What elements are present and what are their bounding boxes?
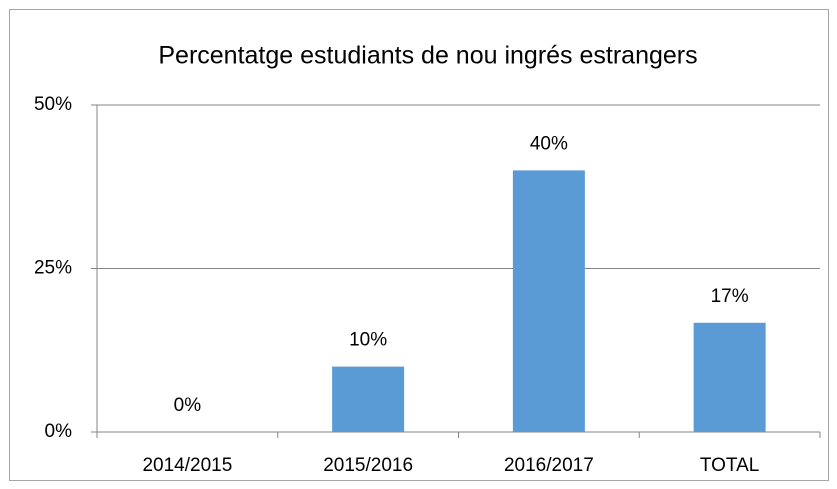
data-label: 17% (711, 286, 749, 307)
bar (693, 322, 766, 432)
x-tick-label: 2015/2016 (323, 455, 413, 476)
data-label: 0% (174, 395, 202, 416)
data-label: 40% (530, 133, 568, 154)
bar (512, 170, 585, 432)
bar (332, 366, 405, 432)
x-tick-label: 2016/2017 (504, 455, 594, 476)
y-tick-label: 50% (34, 94, 72, 115)
y-tick-label: 25% (34, 258, 72, 279)
x-tick-label: TOTAL (700, 455, 759, 476)
chart-title: Percentatge estudiants de nou ingrés est… (158, 42, 697, 70)
y-tick-label: 0% (45, 421, 73, 442)
data-label: 10% (349, 330, 387, 351)
x-tick-label: 2014/2015 (142, 455, 232, 476)
chart-border (9, 9, 829, 481)
